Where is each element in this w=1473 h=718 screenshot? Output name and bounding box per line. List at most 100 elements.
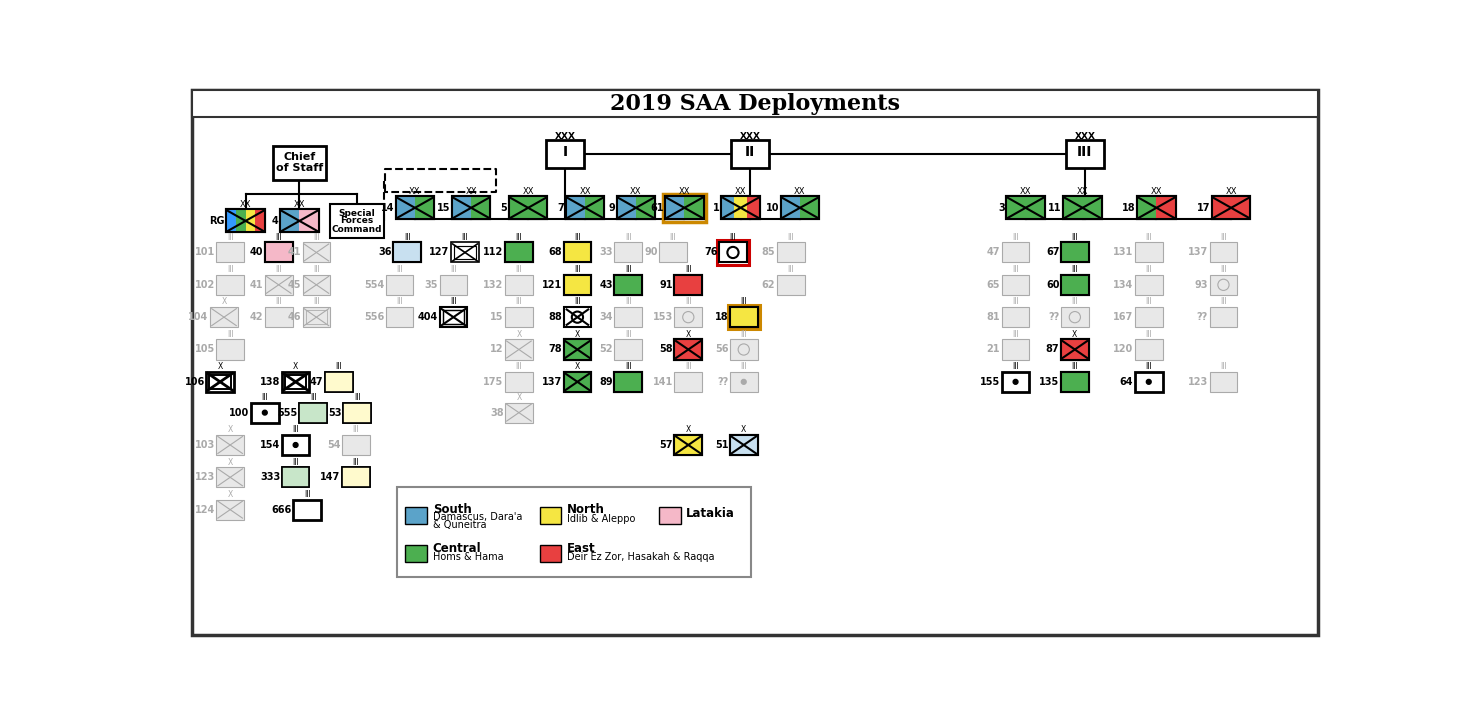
Bar (302, 243, 330, 263)
Bar (675, 340, 703, 360)
Text: 67: 67 (1046, 248, 1059, 258)
Bar (636, 196, 655, 220)
Bar (217, 275, 245, 295)
Text: III: III (227, 330, 234, 339)
Text: III: III (303, 490, 311, 499)
Text: III: III (741, 330, 747, 339)
Text: 153: 153 (653, 312, 673, 322)
Text: 127: 127 (429, 248, 449, 258)
Bar (781, 196, 819, 220)
Text: 123: 123 (1187, 377, 1208, 387)
Text: 333: 333 (259, 472, 280, 482)
Bar (658, 507, 681, 523)
Bar (564, 372, 591, 392)
Bar (1061, 340, 1089, 360)
Bar (415, 196, 435, 220)
Text: X: X (574, 362, 580, 371)
Text: III: III (685, 297, 692, 307)
Bar (675, 275, 703, 295)
Bar (722, 196, 760, 220)
Bar (255, 210, 265, 233)
Text: 35: 35 (424, 280, 437, 290)
Bar (281, 435, 309, 455)
Bar (1134, 275, 1162, 295)
Text: 137: 137 (542, 377, 563, 387)
Text: III: III (1071, 362, 1078, 371)
Bar (246, 210, 255, 233)
Bar (505, 275, 533, 295)
Bar (564, 243, 591, 263)
Bar (505, 307, 533, 327)
Text: III: III (396, 297, 404, 307)
Bar (1134, 307, 1162, 327)
Text: III: III (670, 233, 676, 242)
Bar (227, 210, 265, 233)
Bar (617, 196, 655, 220)
Text: 141: 141 (653, 377, 673, 387)
Text: III: III (336, 362, 342, 371)
Text: 138: 138 (259, 377, 280, 387)
Bar (731, 307, 757, 327)
Bar (747, 196, 760, 220)
Bar (614, 372, 642, 392)
Text: 46: 46 (287, 312, 300, 322)
Text: 90: 90 (644, 248, 657, 258)
Bar (717, 240, 750, 265)
Text: X: X (227, 457, 233, 467)
Bar (675, 275, 703, 295)
Text: 12: 12 (491, 345, 504, 355)
Text: 41: 41 (250, 280, 264, 290)
Text: 38: 38 (491, 408, 504, 418)
Text: 60: 60 (1046, 280, 1059, 290)
Bar (585, 196, 604, 220)
Text: III: III (516, 233, 523, 242)
Text: 175: 175 (483, 377, 504, 387)
Text: 155: 155 (980, 377, 1000, 387)
Bar (546, 140, 585, 168)
Text: III: III (1146, 265, 1152, 274)
Bar (452, 196, 491, 220)
Bar (1061, 243, 1089, 263)
Bar (564, 340, 591, 360)
Text: III: III (404, 233, 411, 242)
Text: 15: 15 (491, 312, 504, 322)
Text: X: X (574, 330, 580, 339)
Text: III: III (516, 265, 523, 274)
Bar (1002, 340, 1030, 360)
Text: III: III (516, 362, 523, 371)
Text: III: III (625, 330, 632, 339)
Bar (452, 196, 491, 220)
Text: III: III (1220, 265, 1227, 274)
Text: III: III (352, 425, 359, 434)
Bar (675, 340, 703, 360)
Bar (293, 500, 321, 520)
Bar (227, 210, 265, 233)
Text: III: III (685, 362, 692, 371)
Text: III: III (1220, 297, 1227, 307)
Bar (299, 403, 327, 423)
Text: 106: 106 (184, 377, 205, 387)
Bar (1061, 275, 1089, 295)
Text: 18: 18 (714, 312, 728, 322)
Bar (443, 310, 464, 324)
Text: 4: 4 (273, 216, 278, 226)
Text: III: III (625, 265, 632, 274)
Bar (800, 196, 819, 220)
Bar (731, 340, 757, 360)
Text: 41: 41 (287, 248, 300, 258)
Text: 123: 123 (194, 472, 215, 482)
Text: 105: 105 (194, 345, 215, 355)
Bar (731, 307, 757, 327)
Bar (1137, 196, 1156, 220)
Bar (1064, 196, 1102, 220)
Text: 131: 131 (1114, 248, 1133, 258)
Text: 40: 40 (250, 248, 264, 258)
Bar (1134, 243, 1162, 263)
Text: & Quneitra: & Quneitra (433, 520, 486, 530)
Bar (1061, 340, 1089, 360)
Bar (236, 210, 246, 233)
Text: 88: 88 (548, 312, 563, 322)
Text: 135: 135 (1038, 377, 1059, 387)
Bar (451, 243, 479, 263)
Bar (722, 196, 760, 220)
